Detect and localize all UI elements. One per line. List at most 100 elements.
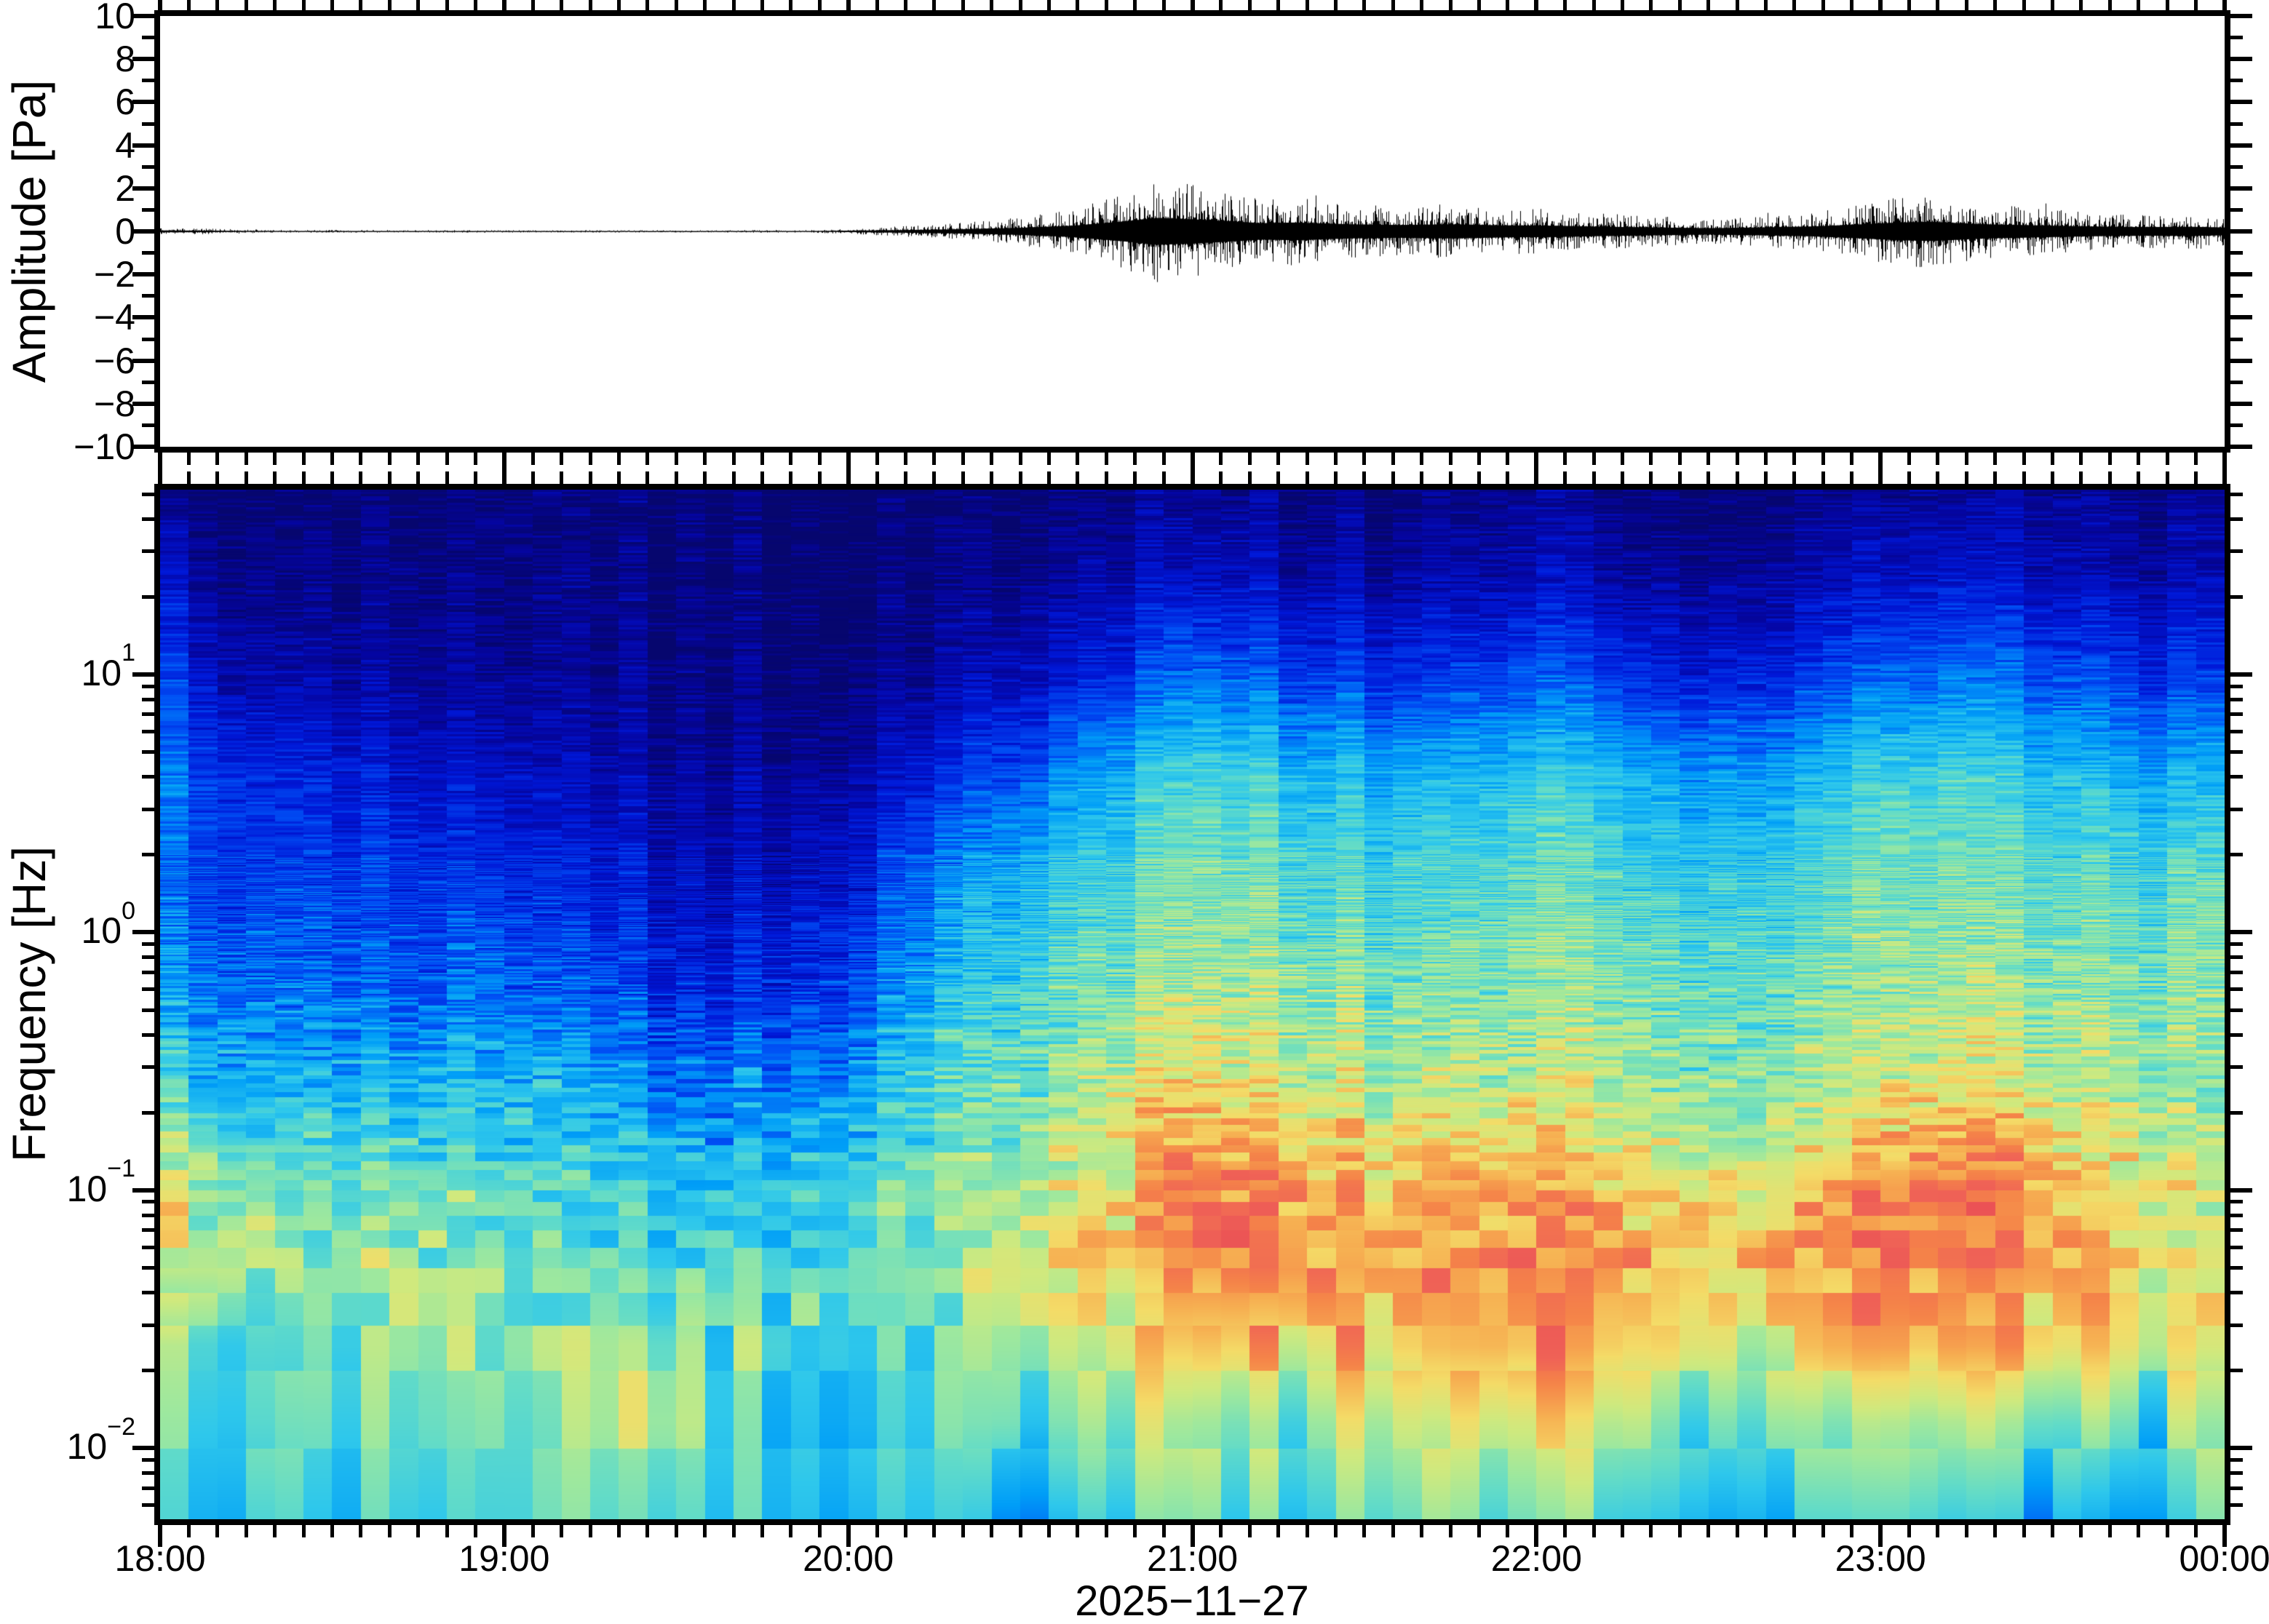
tick-mark [2230, 251, 2243, 255]
tick-mark [1190, 1525, 1195, 1547]
tick-mark [1792, 0, 1797, 10]
tick-mark [142, 594, 154, 599]
tick-mark [2230, 492, 2243, 496]
tick-mark [501, 0, 506, 10]
tick-mark [1161, 0, 1166, 10]
tick-mark [142, 517, 154, 521]
tick-mark [132, 272, 154, 277]
tick-mark [1506, 0, 1510, 10]
tick-mark [731, 0, 736, 10]
tick-mark [1391, 453, 1395, 465]
tick-mark [2165, 453, 2169, 465]
tick-mark [588, 1525, 592, 1537]
tick-mark [1076, 0, 1080, 10]
tick-mark [2230, 672, 2252, 677]
tick-mark [2230, 594, 2243, 599]
tick-mark [531, 1525, 535, 1537]
tick-mark [132, 100, 154, 105]
x-tick-label: 18:00 [114, 1538, 206, 1579]
tick-mark [2230, 775, 2243, 779]
tick-mark [1477, 453, 1482, 465]
tick-mark [1104, 0, 1108, 10]
tick-mark [2230, 970, 2243, 974]
tick-mark [1764, 471, 1768, 484]
tick-mark [1850, 471, 1854, 484]
tick-mark [1563, 453, 1567, 465]
tick-mark [142, 684, 154, 688]
freq-tick-exponent: −1 [107, 1155, 135, 1183]
frequency-tick-label: 100 [15, 899, 135, 952]
tick-mark [132, 229, 154, 234]
tick-mark [142, 251, 154, 255]
tick-mark [2051, 453, 2055, 465]
tick-mark [142, 955, 154, 960]
tick-mark [1448, 471, 1453, 484]
tick-mark [1964, 0, 1968, 10]
tick-mark [2137, 453, 2141, 465]
tick-mark [158, 0, 162, 10]
tick-mark [2230, 1187, 2252, 1193]
tick-mark [142, 36, 154, 40]
tick-mark [142, 1213, 154, 1217]
tick-mark [473, 0, 477, 10]
tick-mark [359, 1525, 363, 1537]
tick-mark [273, 453, 277, 465]
tick-mark [2230, 143, 2252, 148]
tick-mark [142, 1200, 154, 1204]
tick-mark [132, 186, 154, 191]
tick-mark [142, 1065, 154, 1070]
tick-mark [445, 1525, 449, 1537]
tick-mark [1420, 1525, 1424, 1537]
tick-mark [1563, 471, 1567, 484]
tick-mark [990, 471, 994, 484]
tick-mark [1305, 0, 1309, 10]
tick-mark [1448, 1525, 1453, 1537]
tick-mark [1247, 453, 1252, 465]
tick-mark [142, 294, 154, 298]
tick-mark [1276, 0, 1281, 10]
tick-mark [1764, 0, 1768, 10]
tick-mark [645, 453, 650, 465]
tick-mark [244, 453, 248, 465]
tick-mark [1821, 1525, 1825, 1537]
freq-tick-base: 10 [81, 910, 122, 952]
tick-mark [142, 79, 154, 83]
tick-mark [244, 0, 248, 10]
tick-mark [1735, 1525, 1739, 1537]
frequency-tick-label: 101 [15, 640, 135, 693]
tick-mark [1964, 471, 1968, 484]
tick-mark [760, 1525, 764, 1537]
tick-mark [645, 471, 650, 484]
tick-mark [1046, 471, 1051, 484]
tick-mark [588, 453, 592, 465]
tick-mark [1706, 453, 1711, 465]
tick-mark [1592, 471, 1596, 484]
tick-mark [1706, 0, 1711, 10]
tick-mark [142, 807, 154, 811]
tick-mark [142, 697, 154, 701]
tick-mark [1018, 1525, 1022, 1537]
tick-mark [2230, 987, 2243, 992]
tick-mark [142, 1457, 154, 1462]
tick-mark [132, 358, 154, 363]
tick-mark [132, 445, 154, 449]
tick-mark [1907, 1525, 1912, 1537]
tick-mark [560, 453, 564, 465]
tick-mark [616, 453, 621, 465]
tick-mark [1420, 0, 1424, 10]
tick-mark [1247, 471, 1252, 484]
tick-mark [1764, 1525, 1768, 1537]
tick-mark [273, 1525, 277, 1537]
tick-mark [760, 471, 764, 484]
tick-mark [330, 1525, 334, 1537]
tick-mark [616, 0, 621, 10]
tick-mark [1334, 0, 1338, 10]
tick-mark [2230, 294, 2243, 298]
tick-mark [1563, 0, 1567, 10]
tick-mark [142, 1291, 154, 1295]
amplitude-tick-label: 10 [95, 0, 135, 36]
tick-mark [1993, 453, 1998, 465]
tick-mark [2137, 471, 2141, 484]
tick-mark [817, 1525, 822, 1537]
tick-mark [932, 1525, 937, 1537]
